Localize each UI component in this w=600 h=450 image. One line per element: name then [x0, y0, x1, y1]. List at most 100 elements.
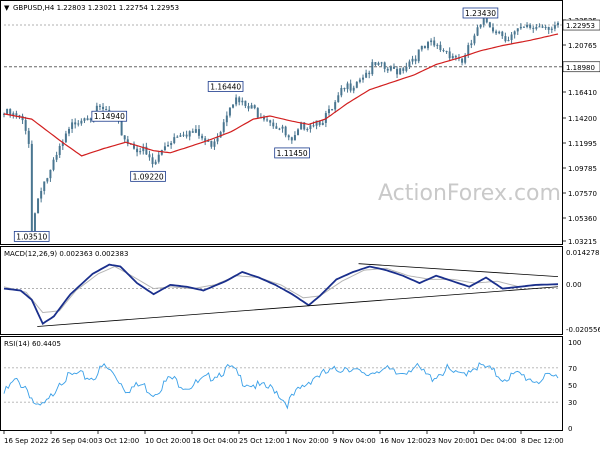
candle: [439, 41, 442, 52]
candle: [204, 136, 207, 146]
candle: [423, 45, 426, 49]
candle-body: [170, 143, 173, 146]
candle: [15, 110, 18, 119]
candle: [9, 108, 12, 118]
candle-body: [222, 122, 225, 132]
candle-body: [445, 51, 448, 53]
candle: [535, 23, 538, 31]
candle-body: [374, 62, 377, 65]
level-box: [562, 61, 600, 73]
candle-body: [535, 26, 538, 29]
candle: [402, 66, 405, 74]
candle-body: [15, 113, 18, 116]
candle: [553, 21, 556, 32]
candle: [98, 103, 101, 111]
candle-body: [451, 56, 454, 59]
candle: [148, 150, 151, 161]
candle-body: [430, 40, 433, 43]
candle-body: [61, 142, 64, 147]
candle: [538, 23, 541, 28]
price-annotation: 1.03510: [13, 230, 50, 242]
candle-body: [64, 133, 67, 143]
candle-body: [89, 118, 92, 121]
candle-body: [238, 97, 241, 103]
candle: [151, 153, 154, 168]
candle: [352, 85, 355, 94]
candle-body: [46, 178, 49, 182]
candle: [522, 26, 525, 28]
time-tick-label: 16 Nov 12:00: [380, 437, 427, 445]
candle-body: [473, 35, 476, 44]
price-tick-label: 1.09785: [568, 165, 597, 173]
candle: [526, 22, 529, 29]
candle-body: [132, 143, 135, 149]
candle-body: [544, 26, 547, 28]
candle-body: [427, 42, 430, 49]
time-tick-label: 25 Oct 12:00: [239, 437, 285, 445]
price-tick-label: 1.03215: [568, 238, 597, 246]
candle-body: [24, 120, 27, 131]
candle: [476, 24, 479, 37]
candle: [30, 140, 33, 234]
candle-body: [467, 45, 470, 56]
candle: [126, 135, 129, 147]
candle-body: [219, 131, 222, 138]
price-tick-label: 1.20765: [568, 42, 597, 50]
candle-body: [207, 140, 210, 142]
candle: [399, 68, 402, 75]
candle-body: [216, 137, 219, 142]
candle-body: [492, 27, 495, 32]
candle: [495, 29, 498, 36]
candle-body: [173, 137, 176, 144]
candle-body: [6, 109, 9, 114]
candle-body: [371, 62, 374, 75]
candle-body: [77, 123, 80, 125]
candle-body: [420, 45, 423, 50]
macd-trendline: [358, 263, 559, 278]
candle-body: [306, 129, 309, 131]
candle-body: [340, 87, 343, 96]
rsi-panel: [0, 336, 563, 431]
candle: [201, 133, 204, 141]
price-annotation: 1.11450: [274, 147, 310, 159]
rsi-line: [3, 362, 559, 410]
candle-body: [423, 45, 426, 49]
candle: [355, 81, 358, 89]
candle-body: [182, 134, 185, 136]
price-annotation: 1.16440: [207, 81, 244, 92]
candle: [293, 131, 296, 141]
time-tick-label: 1 Dec 04:00: [474, 437, 517, 445]
candle: [550, 26, 553, 34]
candle: [451, 53, 454, 60]
candle-body: [352, 87, 355, 91]
candle: [244, 100, 247, 109]
candle-body: [139, 151, 142, 153]
candle: [188, 130, 191, 141]
current-price-label: 1.22953: [566, 22, 595, 30]
candle-body: [266, 119, 269, 121]
candle-body: [519, 26, 522, 29]
candle: [136, 145, 139, 157]
candle: [547, 26, 550, 35]
candle-body: [151, 157, 154, 165]
candle: [89, 117, 92, 123]
candle-body: [343, 87, 346, 90]
candle: [281, 124, 284, 133]
candle: [405, 62, 408, 73]
candle-body: [327, 109, 330, 114]
candle: [219, 130, 222, 138]
candle-body: [550, 28, 553, 30]
candle-body: [98, 105, 101, 107]
price-annotation: 1.23430: [462, 7, 499, 19]
candle: [414, 55, 417, 65]
time-tick-label: 16 Sep 2022: [4, 437, 48, 445]
candle-body: [300, 122, 303, 130]
candle: [358, 77, 361, 84]
candle-body: [507, 40, 510, 42]
candle: [482, 17, 485, 28]
candle-body: [145, 146, 148, 155]
candle-body: [9, 109, 12, 116]
candle-body: [331, 109, 334, 111]
candle: [516, 28, 519, 35]
candle: [541, 24, 544, 29]
